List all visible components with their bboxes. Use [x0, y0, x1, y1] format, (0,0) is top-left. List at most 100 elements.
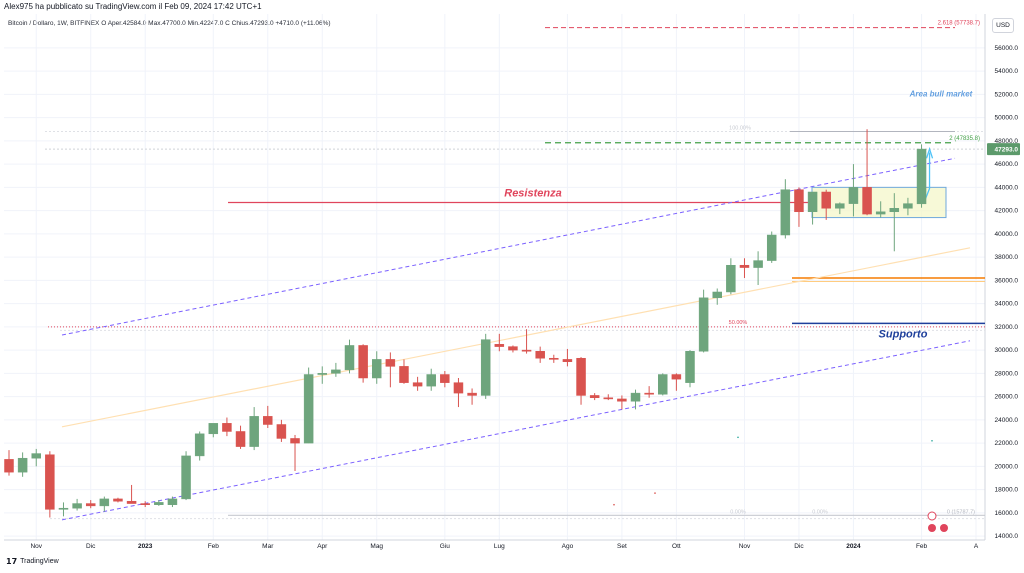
- candle-body: [263, 416, 273, 425]
- marker-dot: [737, 436, 739, 439]
- price-tick-label: 50000.0: [995, 115, 1019, 122]
- time-tick-label: 2023: [138, 543, 153, 550]
- fib-50-label: 50.00%: [729, 320, 748, 326]
- breakout-arrow-head: [925, 146, 934, 159]
- candle-body: [875, 211, 886, 215]
- candle-body: [916, 148, 927, 205]
- time-tick-label: Lug: [494, 543, 505, 550]
- price-axis[interactable]: 56000.0 54000.0 52000.0 50000.0 48000.0 46000…: [987, 45, 1020, 540]
- price-tick-label: 36000.0: [995, 277, 1019, 284]
- annotation-labels: 2.618 (57738.7) 2 (47835.8) 100.00% 50.00% 0…: [504, 21, 980, 516]
- fib-0-label: 0 (15787.7): [947, 509, 975, 515]
- time-tick-label: Mag: [370, 543, 383, 550]
- candle-body: [848, 187, 859, 204]
- candle-body: [617, 398, 627, 402]
- candle-body: [549, 357, 559, 360]
- candle-body: [412, 382, 423, 387]
- candle-body: [31, 453, 41, 459]
- price-tick-label: 38000.0: [995, 254, 1019, 261]
- current-price-label: 47293.0: [995, 147, 1019, 154]
- candle-body: [126, 500, 137, 504]
- candle-body: [85, 503, 96, 507]
- candle-body: [235, 431, 246, 447]
- time-tick-label: Nov: [30, 543, 42, 550]
- candle-body: [194, 433, 205, 457]
- candle-body: [154, 502, 164, 505]
- candle-body: [331, 369, 341, 374]
- candle-body: [58, 507, 69, 510]
- currency-button[interactable]: USD: [992, 18, 1014, 33]
- price-tick-label: 54000.0: [995, 68, 1019, 75]
- time-tick-label: Mar: [262, 543, 274, 550]
- grid-lines: [4, 14, 986, 541]
- candle-body: [440, 374, 450, 383]
- resistance-label: Resistenza: [504, 187, 561, 199]
- candle-body: [794, 189, 804, 213]
- candles-layer: [4, 129, 927, 518]
- symbol-legend: Bitcoin / Dollaro, 1W, BITFINEX O Aper.4…: [8, 20, 331, 27]
- price-tick-label: 30000.0: [995, 347, 1019, 354]
- candle-body: [99, 498, 110, 507]
- time-tick-label: Dic: [86, 543, 96, 550]
- candle-body: [589, 395, 600, 399]
- time-tick-label: Feb: [916, 543, 928, 550]
- candle-body: [72, 503, 82, 509]
- candle-body: [644, 392, 654, 395]
- candle-body: [290, 438, 300, 444]
- candle-body: [494, 344, 505, 347]
- time-tick-label: Apr: [317, 543, 328, 550]
- candle-body: [113, 498, 123, 502]
- price-tick-label: 28000.0: [995, 370, 1019, 377]
- candle-body: [276, 424, 287, 439]
- candle-body: [426, 374, 436, 387]
- flag-icon: [928, 524, 936, 532]
- candle-body: [889, 208, 900, 213]
- candle-body: [630, 392, 641, 402]
- time-tick-label: 2024: [846, 543, 861, 550]
- candle-body: [807, 191, 818, 213]
- time-tick-label: Set: [617, 543, 627, 550]
- time-tick-label: Nov: [739, 543, 751, 550]
- candle-body: [344, 345, 355, 371]
- footer-brand-label: TradingView: [20, 558, 59, 565]
- candle-body: [167, 498, 178, 505]
- candle-body: [508, 346, 518, 351]
- candle-body: [726, 264, 736, 293]
- marker-dot: [931, 439, 933, 442]
- bull-area-label: Area bull market: [909, 89, 973, 98]
- channel-upper-line: [61, 157, 956, 336]
- candle-body: [821, 191, 831, 209]
- candle-body: [766, 234, 777, 261]
- candle-body: [671, 374, 682, 380]
- candle-body: [603, 397, 614, 400]
- fib-100-label: 100.00%: [729, 126, 751, 132]
- price-tick-label: 20000.0: [995, 463, 1019, 470]
- price-tick-label: 34000.0: [995, 301, 1019, 308]
- price-tick-label: 44000.0: [995, 184, 1019, 191]
- price-tick-label: 16000.0: [995, 510, 1019, 517]
- candle-body: [4, 459, 14, 473]
- candle-body: [317, 373, 328, 375]
- price-tick-label: 14000.0: [995, 533, 1019, 540]
- candle-body: [780, 189, 791, 236]
- candle-body: [753, 260, 763, 268]
- candle-body: [562, 359, 573, 362]
- candle-body: [535, 351, 545, 359]
- trend-orange-line: [61, 247, 971, 428]
- candle-body: [712, 291, 722, 299]
- candle-body: [835, 203, 845, 209]
- time-tick-label: Ott: [672, 543, 681, 550]
- fib-2618-label: 2.618 (57738.7): [938, 21, 980, 27]
- candle-body: [658, 374, 668, 395]
- time-axis[interactable]: Nov Dic 2023 Feb Mar Apr Mag Giu Lug Ago Set Ott Nov…: [30, 543, 978, 550]
- time-tick-label: Giu: [440, 543, 451, 550]
- price-tick-label: 52000.0: [995, 91, 1019, 98]
- footer-brand[interactable]: 𝟭𝟳 TradingView: [6, 557, 59, 566]
- candle-body: [371, 359, 382, 379]
- fib-2-label: 2 (47835.8): [949, 136, 980, 142]
- candle-body: [399, 366, 409, 383]
- candle-body: [685, 351, 695, 383]
- candle-body: [140, 503, 150, 505]
- support-label: Supporto: [879, 328, 928, 340]
